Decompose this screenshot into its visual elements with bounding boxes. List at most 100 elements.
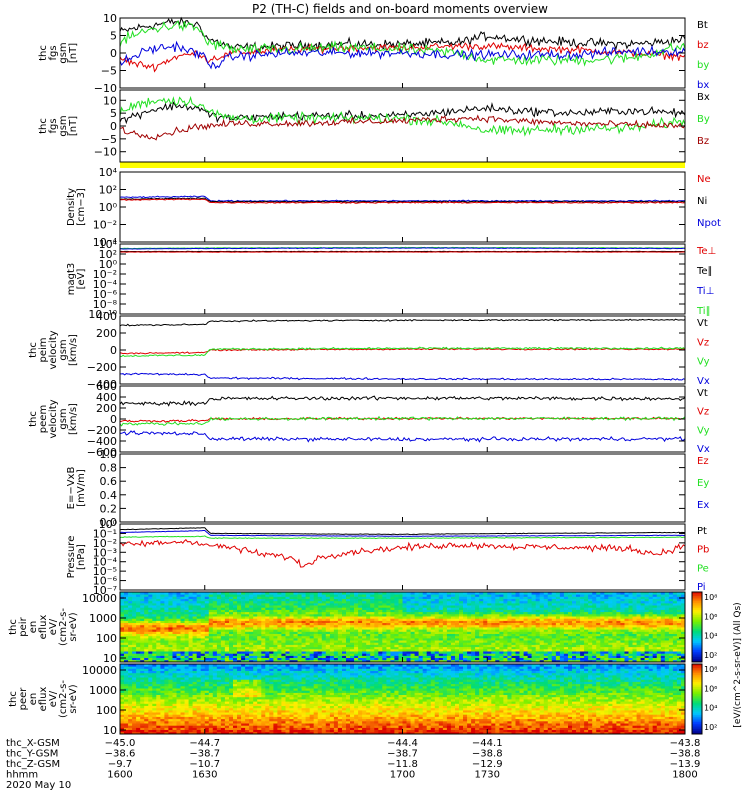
spectrogram-cell [220,659,226,663]
spectrogram-cell [559,613,565,617]
spectrogram-cell [531,631,536,634]
spectrogram-cell [164,622,169,626]
spectrogram-cell [164,629,169,632]
spectrogram-cell [164,602,169,606]
spectrogram-cell [120,616,125,619]
spectrogram-cell [450,629,456,632]
spectrogram-cell [245,622,250,626]
spectrogram-cell [584,633,589,637]
spectrogram-cell [612,648,617,652]
spectrogram-cell [237,609,242,613]
spectrogram-cell [301,592,306,595]
spectrogram-cell [584,618,589,621]
spectrogram-cell [305,624,310,628]
y-axis-label: [km/s] [68,334,79,366]
spectrogram-cell [136,611,141,615]
spectrogram-cell [224,633,230,637]
spectrogram-cell [446,592,452,595]
spectrogram-cell [539,629,545,632]
spectrogram-cell [176,618,181,621]
spectrogram-cell [358,596,363,599]
spectrogram-cell [220,646,226,650]
spectrogram-cell [382,627,387,630]
spectrogram-cell [596,609,601,613]
spectrogram-cell [491,607,496,610]
spectrogram-cell [148,712,153,715]
spectrogram-cell [519,611,524,615]
spectrogram-cell [216,646,222,650]
spectrogram-cell [446,609,452,613]
spectrogram-cell [563,613,569,617]
spectrogram-cell [483,600,488,604]
spectrogram-cell [446,627,452,630]
spectrogram-cell [144,600,149,604]
spectrogram-cell [584,598,589,602]
spectrogram-cell [547,624,553,628]
spectrogram-cell [265,607,270,610]
spectrogram-cell [261,629,266,632]
spectrogram-cell [277,640,282,643]
spectrogram-cell [208,598,214,602]
spectrogram-cell [394,611,399,615]
spectrogram-cell [660,644,666,648]
spectrogram-cell [450,657,456,661]
spectrogram-cell [128,635,133,639]
spectrogram-cell [588,620,593,623]
spectrogram-cell [257,651,262,654]
spectrogram-cell [664,648,670,652]
spectrogram-cell [212,622,218,626]
spectrogram-cell [136,674,141,678]
series-p5-Vy [119,346,686,358]
spectrogram-cell [576,640,581,643]
spectrogram-cell [212,611,218,615]
spectrogram-cell [128,624,133,628]
spectrogram-cell [422,640,428,643]
spectrogram-cell [289,594,294,597]
spectrogram-cell [156,640,161,643]
spectrogram-cell [390,609,395,613]
spectrogram-cell [144,679,149,682]
spectrogram-cell [176,594,181,597]
spectrogram-cell [136,651,141,654]
spectrogram-cell [523,655,528,658]
spectrogram-cell [148,725,153,728]
spectrogram-cell [523,629,528,632]
spectrogram-cell [160,605,165,608]
spectrogram-cell [285,611,290,615]
spectrogram-cell [616,655,621,658]
spectrogram-cell [676,600,682,604]
spectrogram-cell [229,609,234,613]
spectrogram-cell [120,714,125,717]
spectrogram-cell [450,624,456,628]
spectrogram-cell [346,644,351,648]
spectrogram-cell [592,644,597,648]
spectrogram-cell [402,629,407,632]
spectrogram-cell [568,659,573,663]
spectrogram-cell [224,609,230,613]
spectrogram-cell [515,642,520,645]
spectrogram-cell [422,602,428,606]
spectrogram-cell [313,594,319,597]
spectrogram-cell [342,611,347,615]
spectrogram-cell [656,609,662,613]
spectrogram-cell [600,644,605,648]
spectrogram-cell [245,605,250,608]
spectrogram-cell [152,616,157,619]
y-tick-label: 10⁻⁴ [93,278,118,291]
spectrogram-cell [463,620,468,623]
spectrogram-cell [132,607,137,610]
spectrogram-cell [285,602,290,606]
spectrogram-cell [434,624,440,628]
spectrogram-cell [406,622,411,626]
spectrogram-cell [580,600,585,604]
spectrogram-cell [535,653,541,656]
spectrogram-cell [660,640,666,643]
spectrogram-cell [160,598,165,602]
spectrogram-cell [200,592,206,595]
spectrogram-cell [261,631,266,634]
y-tick-label: 10² [99,248,117,261]
spectrogram-cell [475,613,480,617]
spectrogram-cell [160,657,165,661]
spectrogram-cell [382,592,387,595]
spectrogram-cell [160,611,165,615]
